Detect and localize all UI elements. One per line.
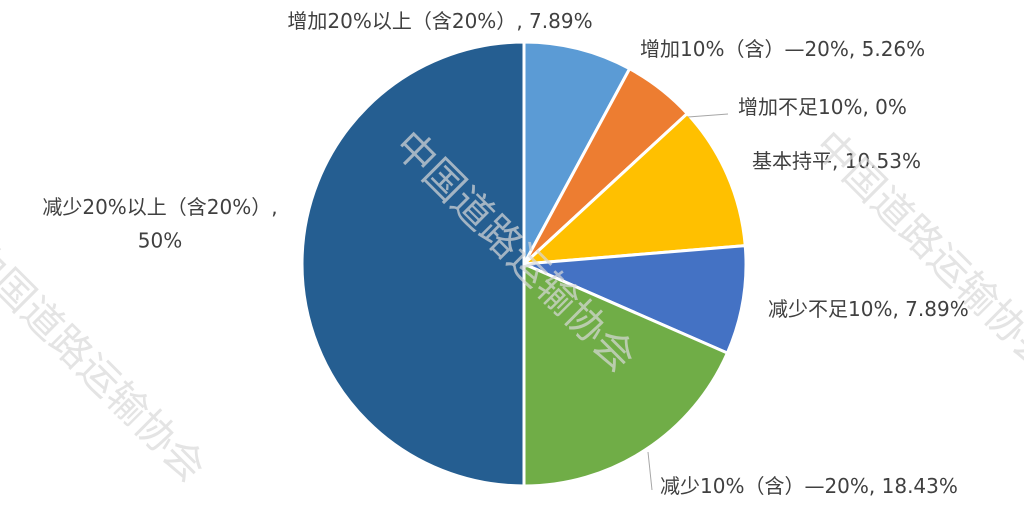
value-label: 10.53% xyxy=(845,149,921,173)
category-label: 增加不足10% xyxy=(738,95,862,119)
value-label: 50% xyxy=(138,229,182,253)
category-label: 增加20%以上（含20%） xyxy=(287,9,516,33)
separator: , xyxy=(869,474,882,498)
slice xyxy=(300,40,526,488)
labels: 增加20%以上（含20%）, 7.89%增加10%（含）—20%, 5.26%增… xyxy=(42,9,968,498)
category-label: 增加10%（含）—20% xyxy=(640,37,849,61)
data-label: 减少不足10%, 7.89% xyxy=(768,297,969,321)
separator: , xyxy=(516,9,529,33)
data-label: 增加20%以上（含20%）, 7.89% xyxy=(287,9,592,33)
category-label: 减少10%（含）—20% xyxy=(660,474,869,498)
value-label: 7.89% xyxy=(529,9,593,33)
pie xyxy=(300,40,748,488)
value-label: 7.89% xyxy=(905,297,969,321)
data-label: 增加10%（含）—20%, 5.26% xyxy=(640,37,925,61)
category-label: 减少20%以上（含20%） xyxy=(42,195,271,219)
category-label: 减少不足10% xyxy=(768,297,892,321)
value-label: 18.43% xyxy=(882,474,958,498)
separator: , xyxy=(862,95,875,119)
data-label: 增加不足10%, 0% xyxy=(738,95,907,119)
data-label: 基本持平, 10.53% xyxy=(752,149,921,173)
category-label: 基本持平 xyxy=(752,149,832,173)
value-label: 5.26% xyxy=(862,37,926,61)
leader-line xyxy=(647,451,653,491)
value-label: 0% xyxy=(875,95,907,119)
separator: , xyxy=(892,297,905,321)
data-label: 减少10%（含）—20%, 18.43% xyxy=(660,474,958,498)
slice xyxy=(522,261,730,488)
watermark: 中国道路运输协会 xyxy=(0,232,214,491)
slice xyxy=(519,111,747,266)
separator: , xyxy=(832,149,845,173)
slice xyxy=(523,243,748,356)
separator: , xyxy=(849,37,862,61)
leader-line xyxy=(687,113,729,118)
data-label: 减少20%以上（含20%）, xyxy=(42,195,277,219)
separator: , xyxy=(271,195,277,219)
slice xyxy=(522,40,632,265)
